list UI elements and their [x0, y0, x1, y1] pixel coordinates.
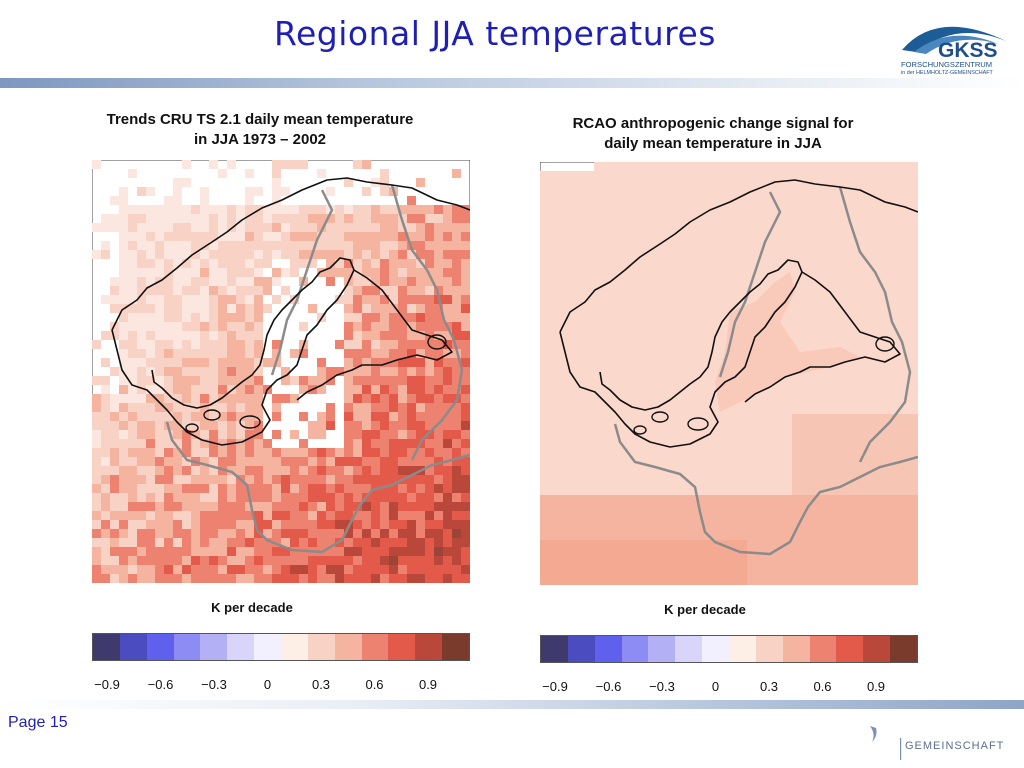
colorbar-tick-label: 0 [263, 677, 272, 692]
panel-title: Trends CRU TS 2.1 daily mean temperature… [106, 111, 414, 148]
header-divider-bar [0, 78, 1024, 88]
colorbar-swatch [361, 634, 389, 660]
footer-text: GEMEINSCHAFT [905, 740, 1005, 752]
colorbar-swatch [863, 636, 891, 662]
colorbar-swatch [541, 636, 568, 662]
colorbar-tick-label: 0.9 [866, 679, 886, 694]
colorbar-swatch [729, 636, 756, 662]
gkss-logo: GKSS FORSCHUNGSZENTRUM in der HELMHOLTZ-… [901, 26, 1008, 76]
colorbar-swatch [621, 636, 649, 662]
colorbar-swatch [307, 634, 335, 660]
colorbar-swatch [809, 636, 837, 662]
colorbar-swatch [782, 636, 810, 662]
colorbar-swatch [227, 634, 255, 660]
colorbar-swatch [281, 634, 308, 660]
colorbar-swatch [415, 634, 443, 660]
colorbar-swatch [388, 634, 416, 660]
colorbar-swatch [890, 636, 918, 662]
colorbar-tick-label: 0.9 [418, 677, 438, 692]
colorbar-tick-label: 0.3 [311, 677, 331, 692]
colorbar-tick-label: 0.6 [365, 677, 384, 692]
colorbar-unit-label: K per decade [664, 602, 746, 617]
colorbar-tick-label: 0.3 [759, 679, 779, 694]
colorbar [540, 635, 918, 663]
colorbar-unit-label: K per decade [211, 600, 293, 615]
panel-title: RCAO anthropogenic change signal for dai… [572, 115, 854, 152]
colorbar-tick-label: 0 [711, 679, 720, 694]
colorbar-swatch [675, 636, 703, 662]
colorbar-tick-label: −0.3 [649, 679, 675, 694]
colorbar-swatch [755, 636, 783, 662]
colorbar-swatch [442, 634, 470, 660]
colorbar-tick-labels: −0.9 −0.6 −0.3 0 0.3 0.6 0.9 [540, 679, 930, 695]
colorbar-swatch [648, 636, 676, 662]
colorbar-tick-label: 0.6 [813, 679, 832, 694]
colorbar-swatch [836, 636, 864, 662]
slide-title: Regional JJA temperatures [274, 14, 716, 53]
page-number: Page 15 [8, 714, 68, 731]
colorbar-swatch [334, 634, 362, 660]
helmholtz-footer-logo [870, 726, 902, 760]
colorbar-tick-label: −0.9 [542, 679, 568, 694]
colorbar [92, 633, 470, 661]
logo-line1: FORSCHUNGSZENTRUM [901, 60, 992, 69]
colorbar-swatch [567, 636, 595, 662]
change-signal-map [540, 162, 918, 585]
colorbar-tick-label: −0.3 [201, 677, 227, 692]
panel-rcao-change: RCAO anthropogenic change signal for dai… [525, 100, 935, 700]
logo-line2: in der HELMHOLTZ-GEMEINSCHAFT [901, 70, 994, 76]
colorbar-swatch [146, 634, 174, 660]
panel-cru-trends: Trends CRU TS 2.1 daily mean temperature… [75, 100, 485, 700]
temperature-trend-map [92, 160, 470, 583]
colorbar-swatch [254, 634, 282, 660]
colorbar-swatch [200, 634, 228, 660]
svg-text:GKSS: GKSS [938, 39, 998, 62]
colorbar-swatch [594, 636, 622, 662]
colorbar-tick-label: −0.9 [94, 677, 120, 692]
footer-divider-bar [0, 700, 1024, 709]
colorbar-swatch [119, 634, 147, 660]
colorbar-tick-label: −0.6 [595, 679, 622, 694]
colorbar-swatch [702, 636, 730, 662]
colorbar-swatch [93, 634, 120, 660]
colorbar-tick-labels: −0.9 −0.6 −0.3 0 0.3 0.6 0.9 [92, 677, 482, 693]
colorbar-tick-label: −0.6 [147, 677, 174, 692]
colorbar-swatch [173, 634, 201, 660]
